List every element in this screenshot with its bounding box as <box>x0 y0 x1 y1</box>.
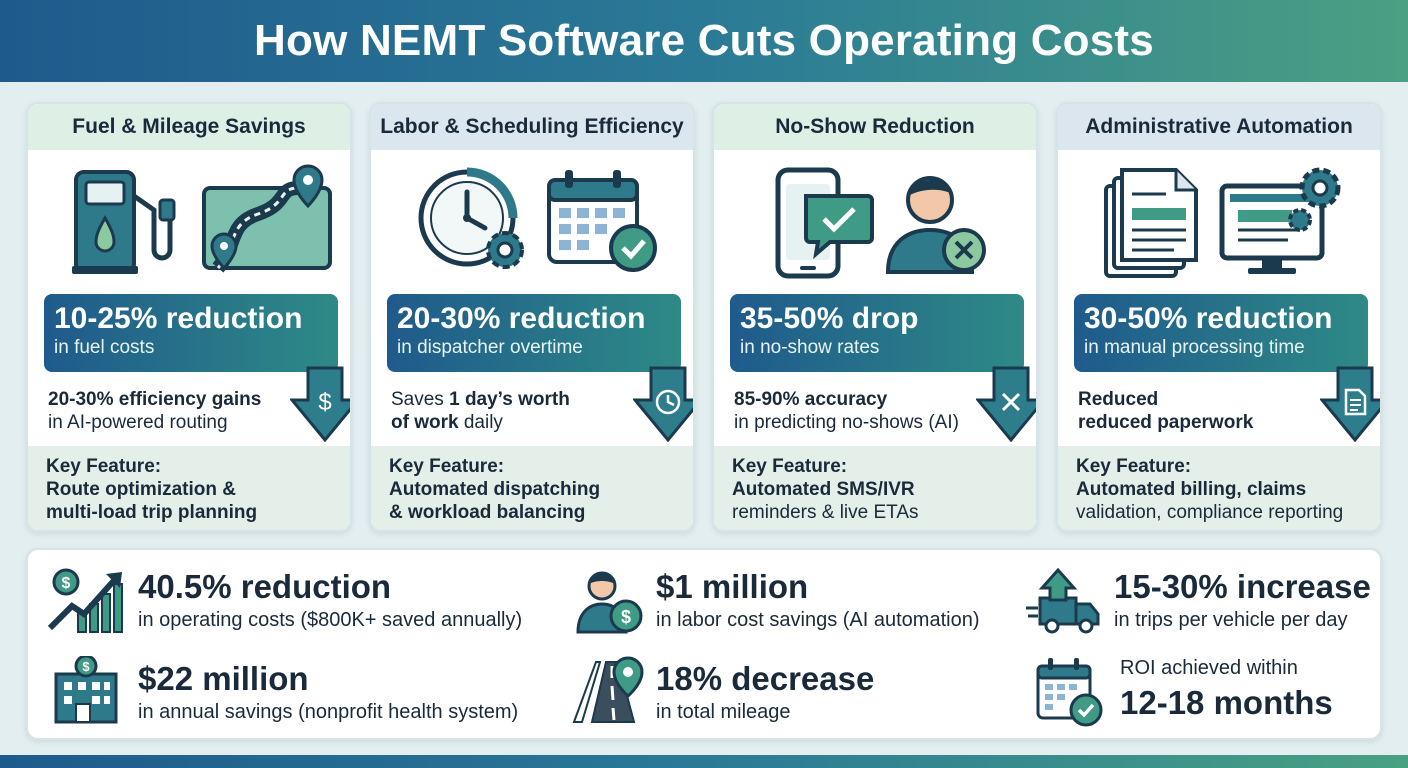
key-feature: Key Feature: Automated billing, claims v… <box>1058 446 1380 530</box>
down-arrow-x-icon <box>976 366 1036 442</box>
summary-stat: ROI achieved within 12-18 months <box>1034 656 1374 732</box>
key-feature: Key Feature: Automated SMS/IVR reminders… <box>714 446 1036 530</box>
footer-strip <box>0 755 1408 768</box>
sub-stat-text: daily <box>458 412 503 433</box>
sub-stat-text: in predicting no-shows (AI) <box>734 412 959 433</box>
stat-caption: in no-show rates <box>740 337 880 358</box>
summary-value: 12-18 months <box>1120 684 1333 721</box>
key-feature-line: Automated SMS/IVR <box>732 479 915 500</box>
phone-message-icon <box>775 167 874 279</box>
sub-stat: 85-90% accuracy in predicting no-shows (… <box>734 388 974 434</box>
summary-value: $1 million <box>656 568 809 605</box>
key-feature-line: Automated dispatching <box>389 479 601 500</box>
key-feature-label: Key Feature: <box>46 456 162 477</box>
summary-stat: $ 40.5% reduction in operating costs ($8… <box>48 568 548 638</box>
down-arrow-dollar-icon: $ <box>290 366 350 442</box>
summary-value: 18% decrease <box>656 660 875 697</box>
stat-headline: 20-30% reduction <box>397 302 646 335</box>
road-pin-icon <box>572 656 644 723</box>
hospital-icon: $ <box>54 656 118 724</box>
sub-stat-text: Saves <box>391 389 450 410</box>
card-no-show: No-Show Reduction 35-50% drop in no-show… <box>712 102 1038 532</box>
key-feature-line: multi-load trip planning <box>46 502 258 523</box>
stat-box: 30-50% reduction in manual processing ti… <box>1074 294 1368 372</box>
sub-stat: 20-30% efficiency gains in AI-powered ro… <box>48 388 288 434</box>
svg-text:$: $ <box>318 389 331 416</box>
key-feature-line: reminders & live ETAs <box>732 502 919 523</box>
monitor-gear-icon <box>1219 167 1341 274</box>
key-feature-label: Key Feature: <box>732 456 848 477</box>
stat-box: 10-25% reduction in fuel costs <box>44 294 338 372</box>
card-title: Administrative Automation <box>1058 104 1380 150</box>
summary-panel: $ 40.5% reduction in operating costs ($8… <box>26 548 1382 740</box>
card-title: Fuel & Mileage Savings <box>28 104 350 150</box>
summary-stat: $ $22 million in annual savings (nonprof… <box>48 656 548 726</box>
summary-desc: in annual savings (nonprofit health syst… <box>138 701 519 723</box>
card-fuel-mileage: Fuel & Mileage Savings 10-25% reduction … <box>26 102 352 532</box>
key-feature: Key Feature: Automated dispatching & wor… <box>371 446 693 530</box>
sub-stat: Saves 1 day’s worth of work daily <box>391 388 631 434</box>
truck-up-icon <box>1026 568 1100 634</box>
calendar-check-icon <box>547 170 657 272</box>
calendar-check-icon <box>1036 658 1103 727</box>
down-arrow-document-icon <box>1320 366 1380 442</box>
sub-stat-bold: Reduced <box>1078 389 1159 410</box>
worker-dollar-icon: $ <box>576 571 643 634</box>
svg-text:$: $ <box>621 607 631 627</box>
summary-value: 15-30% increase <box>1114 568 1371 605</box>
stat-box: 20-30% reduction in dispatcher overtime <box>387 294 681 372</box>
stat-caption: in manual processing time <box>1084 337 1305 358</box>
sub-stat-text: in AI-powered routing <box>48 412 228 433</box>
summary-desc: in total mileage <box>656 701 791 723</box>
documents-icon <box>1104 168 1198 278</box>
route-map-icon <box>202 164 332 273</box>
page-title: How NEMT Software Cuts Operating Costs <box>254 16 1154 65</box>
growth-chart-icon: $ <box>48 568 123 633</box>
key-feature-line: Automated billing, claims <box>1076 479 1307 500</box>
summary-value: $22 million <box>138 660 309 697</box>
sub-stat-bold: reduced paperwork <box>1078 412 1254 433</box>
stat-caption: in dispatcher overtime <box>397 337 583 358</box>
sub-stat-bold: of work <box>391 412 459 433</box>
person-cancel-icon <box>885 176 986 274</box>
stat-box: 35-50% drop in no-show rates <box>730 294 1024 372</box>
sub-stat: Reduced reduced paperwork <box>1078 388 1318 434</box>
down-arrow-clock-icon <box>633 366 693 442</box>
summary-desc: in trips per vehicle per day <box>1114 609 1348 631</box>
summary-desc: in operating costs ($800K+ saved annuall… <box>138 609 523 631</box>
summary-stat: 15-30% increase in trips per vehicle per… <box>1024 568 1374 638</box>
card-admin-automation: Administrative Automation 30-50% reduct <box>1056 102 1382 532</box>
summary-stat: 18% decrease in total mileage <box>572 656 1012 726</box>
key-feature-line: Route optimization & <box>46 479 236 500</box>
svg-text:$: $ <box>62 575 71 592</box>
sub-stat-bold: 1 day’s worth <box>449 389 570 410</box>
summary-stat: $ $1 million in labor cost savings (AI a… <box>576 568 1016 638</box>
sub-stat-bold: 20-30% efficiency gains <box>48 389 262 410</box>
summary-value: 40.5% reduction <box>138 568 392 605</box>
svg-text:$: $ <box>82 659 90 674</box>
header-banner: How NEMT Software Cuts Operating Costs <box>0 0 1408 82</box>
card-title: Labor & Scheduling Efficiency <box>371 104 693 150</box>
card-title: No-Show Reduction <box>714 104 1036 150</box>
stat-headline: 35-50% drop <box>740 302 919 335</box>
key-feature-label: Key Feature: <box>1076 456 1192 477</box>
key-feature-line: & workload balancing <box>389 502 586 523</box>
key-feature-line: validation, compliance reporting <box>1076 502 1344 523</box>
card-labor-scheduling: Labor & Scheduling Efficiency <box>369 102 695 532</box>
stat-caption: in fuel costs <box>54 337 155 358</box>
key-feature: Key Feature: Route optimization & multi-… <box>28 446 350 530</box>
sub-stat-bold: 85-90% accuracy <box>734 389 888 410</box>
fuel-pump-icon <box>72 170 176 274</box>
stat-headline: 30-50% reduction <box>1084 302 1333 335</box>
summary-desc: in labor cost savings (AI automation) <box>656 609 980 631</box>
key-feature-label: Key Feature: <box>389 456 505 477</box>
clock-gear-icon <box>418 167 524 269</box>
stat-headline: 10-25% reduction <box>54 302 303 335</box>
summary-desc: ROI achieved within <box>1120 657 1298 679</box>
